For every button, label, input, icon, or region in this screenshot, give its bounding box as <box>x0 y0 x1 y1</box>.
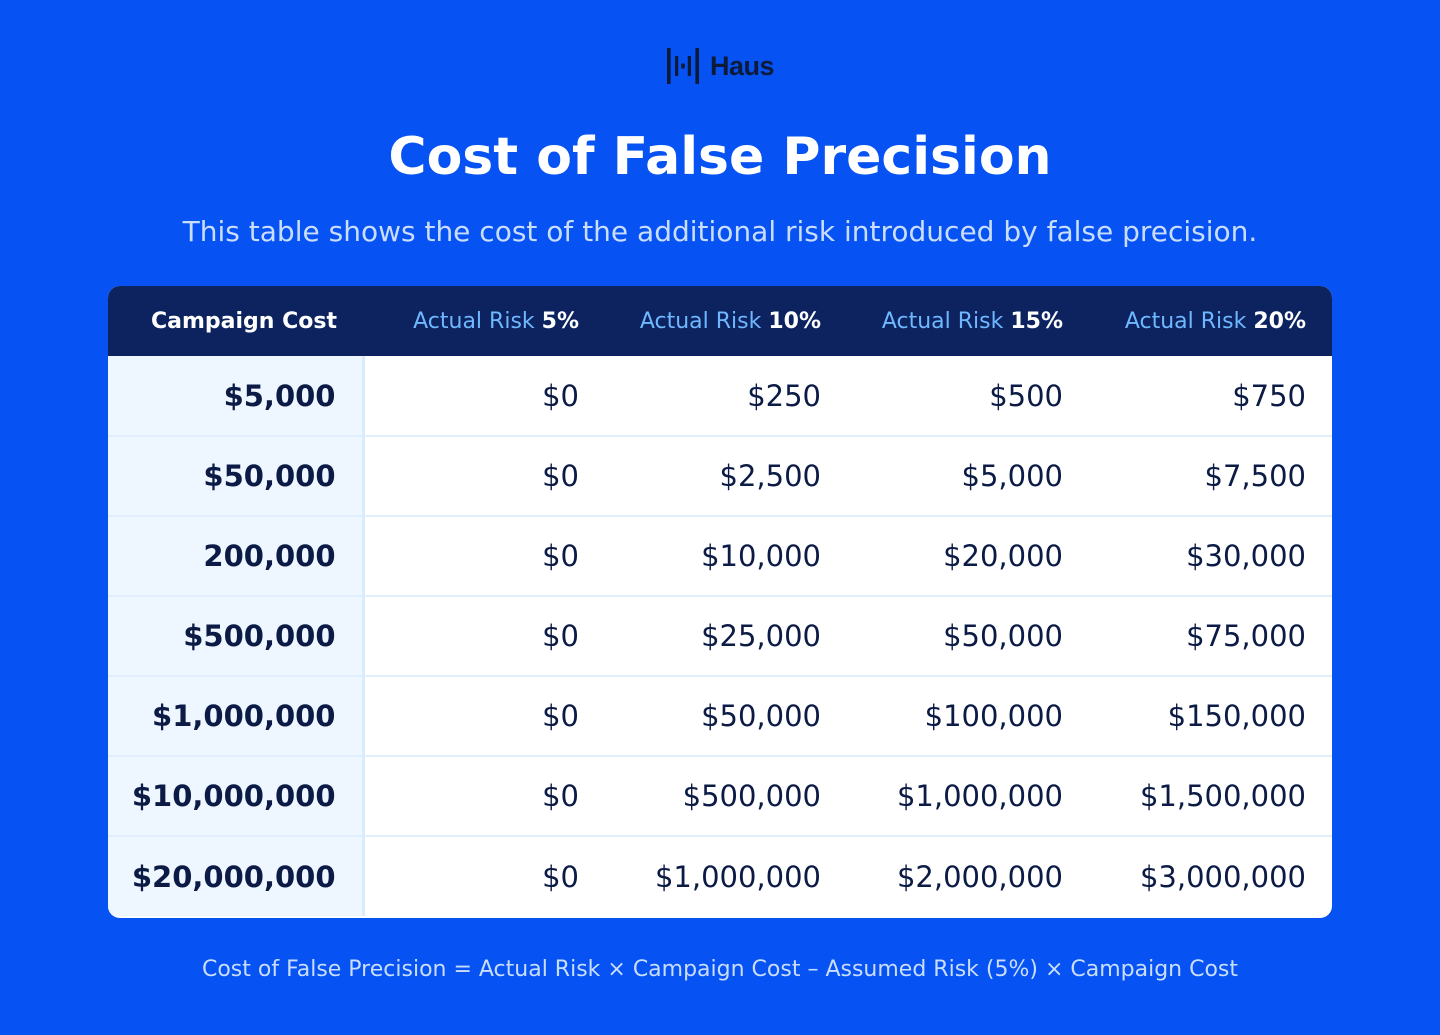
campaign-cost-cell: $1,000,000 <box>108 676 365 757</box>
table-cell: $30,000 <box>1089 516 1332 597</box>
brand-logo: Haus <box>0 46 1440 86</box>
table-row: $20,000,000 $0 $1,000,000 $2,000,000 $3,… <box>108 836 1332 916</box>
column-header-label: Actual Risk <box>881 308 1011 334</box>
table-cell: $20,000 <box>847 516 1089 597</box>
cost-table: Campaign Cost Actual Risk 5% Actual Risk… <box>108 286 1332 916</box>
table-cell: $0 <box>363 756 605 837</box>
column-header-risk-5: Actual Risk 5% <box>363 286 605 356</box>
column-header-label: Campaign Cost <box>151 308 337 334</box>
table-cell: $0 <box>542 859 579 894</box>
table-cell: $0 <box>363 356 605 437</box>
table-cell: $2,000,000 <box>896 859 1063 894</box>
column-header-risk-15: Actual Risk 15% <box>847 286 1089 356</box>
table-cell: $1,000,000 <box>654 859 821 894</box>
column-header-pct: 5% <box>541 308 579 334</box>
page-title: Cost of False Precision <box>388 127 1052 187</box>
column-header-risk-10: Actual Risk 10% <box>605 286 847 356</box>
table-cell: $100,000 <box>847 676 1089 757</box>
table-header: Campaign Cost Actual Risk 5% Actual Risk… <box>108 286 1332 356</box>
table-row: 200,000 $0 $10,000 $20,000 $30,000 <box>108 516 1332 597</box>
table-cell: $0 <box>363 596 605 677</box>
table-cell: $3,000,000 <box>1139 859 1306 894</box>
table-cell: $0 <box>363 436 605 517</box>
table-cell: $10,000 <box>605 516 847 597</box>
table-cell: $50,000 <box>847 596 1089 677</box>
table-row: $50,000 $0 $2,500 $5,000 $7,500 <box>108 436 1332 517</box>
campaign-cost-cell: $10,000,000 <box>108 756 365 837</box>
table-cell: $150,000 <box>1089 676 1332 757</box>
table-row: $5,000 $0 $250 $500 $750 <box>108 356 1332 437</box>
table-cell: $250 <box>605 356 847 437</box>
brand-logo-group: Haus <box>666 46 775 86</box>
campaign-cost-cell: 200,000 <box>108 516 365 597</box>
table-cell: $0 <box>363 676 605 757</box>
column-header-pct: 20% <box>1253 308 1306 334</box>
page-subtitle: This table shows the cost of the additio… <box>182 215 1258 248</box>
column-header-campaign-cost: Campaign Cost <box>108 286 363 356</box>
table-cell: $2,500 <box>605 436 847 517</box>
table-cell: $50,000 <box>605 676 847 757</box>
haus-bars-logo-icon <box>666 48 699 84</box>
campaign-cost-cell: $5,000 <box>108 356 365 437</box>
table-cell: $25,000 <box>605 596 847 677</box>
campaign-cost-cell: $20,000,000 <box>108 836 365 916</box>
column-header-pct: 15% <box>1010 308 1063 334</box>
table-cell: $75,000 <box>1089 596 1332 677</box>
table-cell: $750 <box>1089 356 1332 437</box>
table-row: $500,000 $0 $25,000 $50,000 $75,000 <box>108 596 1332 677</box>
table-cell: $500 <box>847 356 1089 437</box>
campaign-cost-cell: $50,000 <box>108 436 365 517</box>
table-cell: $0 <box>363 516 605 597</box>
table-cell: $5,000 <box>847 436 1089 517</box>
column-header-label: Actual Risk <box>1124 308 1254 334</box>
table-cell: $1,000,000 <box>847 756 1089 837</box>
column-header-label: Actual Risk <box>639 308 769 334</box>
campaign-cost-cell: $500,000 <box>108 596 365 677</box>
header-row: Campaign Cost Actual Risk 5% Actual Risk… <box>108 286 1332 356</box>
column-header-label: Actual Risk <box>413 308 542 334</box>
column-header-risk-20: Actual Risk 20% <box>1089 286 1332 356</box>
column-header-pct: 10% <box>768 308 821 334</box>
table-row: $10,000,000 $0 $500,000 $1,000,000 $1,50… <box>108 756 1332 837</box>
table-body: $5,000 $0 $250 $500 $750 $50,000 $0 $2,5… <box>108 356 1332 916</box>
table-cell: $7,500 <box>1089 436 1332 517</box>
formula-footnote: Cost of False Precision = Actual Risk × … <box>201 957 1239 982</box>
cost-table-container: Campaign Cost Actual Risk 5% Actual Risk… <box>108 286 1332 918</box>
brand-name: Haus <box>709 50 775 81</box>
table-row: $1,000,000 $0 $50,000 $100,000 $150,000 <box>108 676 1332 757</box>
table-cell: $500,000 <box>605 756 847 837</box>
table-cell: $1,500,000 <box>1089 756 1332 837</box>
